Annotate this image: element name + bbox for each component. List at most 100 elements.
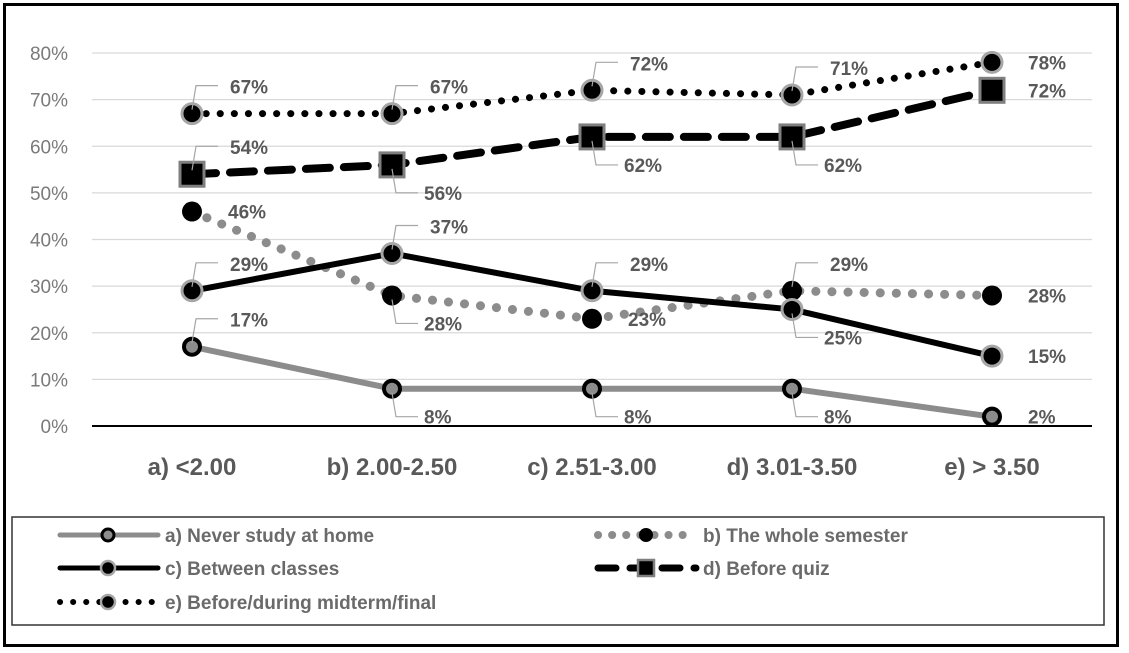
legend-item[interactable]: b) The whole semester [594,526,908,547]
data-point-marker [978,76,1006,104]
data-point-marker [378,151,406,179]
data-label: 67% [430,78,468,99]
leader-line [791,392,818,418]
series-4 [178,76,1006,188]
leader-line [391,299,418,325]
x-category-label: e) > 3.50 [944,454,1039,481]
data-point-marker [382,285,402,306]
series-group [178,50,1006,427]
y-tick-label: 50% [30,184,68,205]
data-point-marker [382,378,402,399]
data-label: 29% [830,255,868,276]
data-label: 28% [1028,286,1066,307]
series-line [189,250,995,360]
data-label: 56% [424,184,462,205]
legend-label: b) The whole semester [703,526,908,547]
legend-marker [99,559,117,577]
data-label: 72% [1028,81,1066,102]
data-label: 72% [630,54,668,75]
legend-box [11,516,1105,626]
data-label: 8% [824,408,852,429]
data-point-marker [180,102,204,126]
data-point-marker [980,344,1004,368]
legend-item[interactable]: e) Before/during midterm/final [57,593,436,614]
leader-line [191,145,218,171]
legend-marker [639,528,653,542]
series-2 [182,201,1002,329]
leader-line [791,140,818,166]
data-point-marker [380,241,404,265]
data-label: 2% [1028,408,1056,429]
data-label: 17% [230,311,268,332]
x-category-label: c) 2.51-3.00 [527,454,656,481]
data-point-marker [980,50,1004,74]
legend-marker [99,593,117,611]
legend-label: a) Never study at home [165,526,374,547]
data-point-marker [580,78,604,102]
leader-line [591,392,618,418]
data-label: 67% [230,78,268,99]
data-point-marker [182,201,202,222]
y-tick-label: 80% [30,44,68,65]
leader-line [791,66,818,92]
legend-item[interactable]: d) Before quiz [594,558,830,580]
data-label: 8% [624,408,652,429]
data-label: 28% [424,314,462,335]
data-label: 25% [824,328,862,349]
leader-line [791,262,818,287]
leader-line [391,224,418,250]
leader-line [191,318,218,343]
data-point-marker [780,83,804,107]
data-point-marker [778,123,806,151]
data-point-marker [580,279,604,303]
y-tick-label: 30% [30,277,68,298]
legend-label: d) Before quiz [703,559,830,580]
y-axis-ticks: 0% 10% 20% 30% 40% 50% 60% 70% 80% [30,44,68,438]
data-point-marker [582,378,602,399]
data-label: 8% [424,408,452,429]
data-point-marker [180,279,204,303]
data-label: 71% [830,59,868,80]
y-tick-label: 70% [30,91,68,112]
leader-line [591,61,618,87]
y-tick-label: 20% [30,324,68,345]
leader-line [591,140,618,166]
y-tick-label: 10% [30,370,68,391]
leader-line [591,262,618,287]
leader-line [391,85,418,110]
x-category-label: b) 2.00-2.50 [327,454,458,481]
data-point-marker [782,280,802,301]
legend-item[interactable]: c) Between classes [57,559,339,580]
data-point-marker [982,406,1002,427]
x-axis-categories: a) <2.00 b) 2.00-2.50 c) 2.51-3.00 d) 3.01-… [148,454,1040,481]
data-label: 62% [824,156,862,177]
y-tick-label: 0% [41,417,69,438]
y-tick-label: 40% [30,231,68,252]
data-point-marker [178,160,206,188]
legend-marker [636,558,656,578]
data-label: 29% [230,255,268,276]
data-label: 29% [630,255,668,276]
leader-line [191,262,218,287]
series-1 [182,336,1002,427]
data-label: 54% [230,138,268,159]
data-point-marker [582,308,602,329]
data-label: 23% [628,310,666,331]
leader-line [391,392,418,418]
data-label: 15% [1028,347,1066,368]
series-5 [180,50,1004,126]
data-point-marker [982,285,1002,306]
legend-marker [100,527,116,543]
legend-label: e) Before/during midterm/final [165,593,436,614]
legend-item[interactable]: a) Never study at home [57,526,374,547]
data-labels: 17% 8% 8% 8% 2% 46% 28% 23% 29% 28% 29% 37% 29% 25% 15… [191,53,1066,429]
y-tick-label: 60% [30,137,68,158]
legend: a) Never study at home b) The whole semes… [57,526,908,614]
series-3 [180,241,1004,368]
data-label: 62% [624,156,662,177]
data-label: 37% [430,217,468,238]
leader-line [391,168,418,194]
data-point-marker [380,102,404,126]
series-line [187,207,997,324]
legend-label: c) Between classes [165,559,339,580]
